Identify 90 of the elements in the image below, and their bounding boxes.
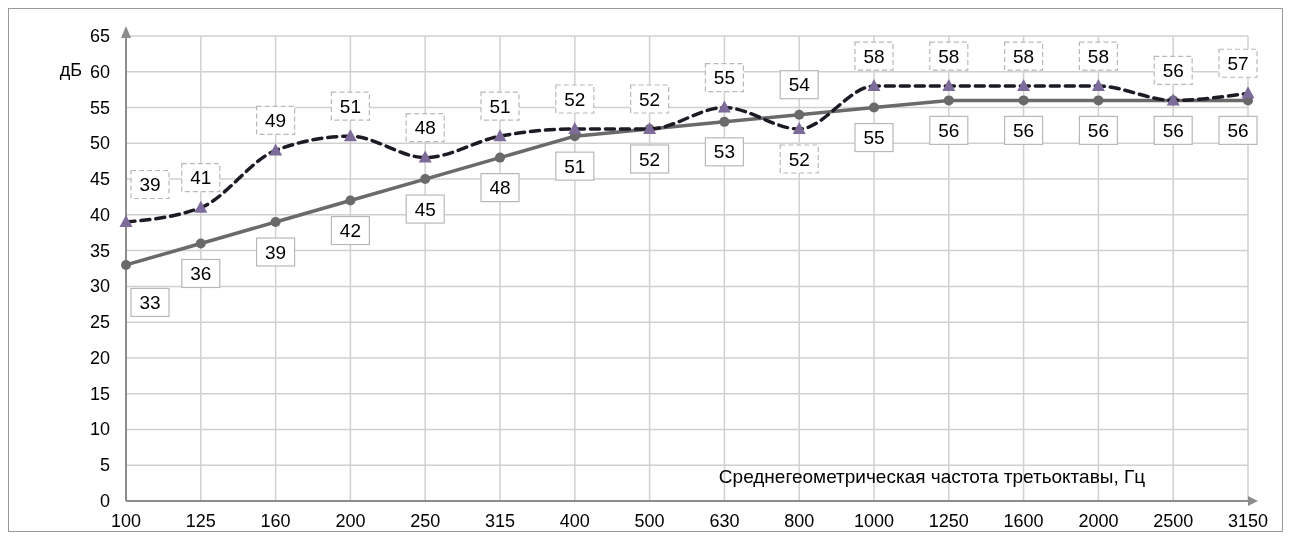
point [1093,95,1104,106]
data-label: 51 [564,155,586,177]
x-tick-label: 1600 [1003,511,1044,531]
data-label: 56 [1087,119,1109,141]
data-label: 52 [639,88,661,110]
x-tick-label: 100 [110,511,142,531]
data-label: 53 [713,141,735,163]
point [121,259,131,270]
point [418,150,432,163]
data-label: 56 [1013,119,1035,141]
x-tick-label: 400 [559,511,590,531]
data-label: 36 [190,262,212,284]
data-label: 55 [863,127,885,149]
y-tick-label: 20 [89,347,110,368]
data-label: 55 [713,67,735,89]
x-tick-label: 3150 [1227,511,1269,531]
data-label: 33 [139,291,161,313]
data-label: 56 [1162,119,1184,141]
point [269,143,283,156]
data-label: 57 [1227,52,1249,74]
data-label: 52 [788,148,810,170]
data-label: 58 [1087,45,1109,67]
point [345,195,356,206]
data-label: 56 [1162,59,1184,81]
y-tick-label: 65 [89,26,110,46]
point [792,122,806,134]
y-tick-label: 10 [89,419,110,440]
data-label: 48 [414,117,436,139]
data-label: 51 [339,95,361,117]
data-label: 52 [639,148,661,170]
y-tick-label: 60 [89,61,110,82]
x-tick-label: 1000 [853,511,895,531]
point [943,95,954,106]
y-tick-label: 45 [89,169,110,190]
y-axis-title: дБ [59,59,82,80]
x-tick-label: 250 [410,511,441,531]
x-tick-label: 800 [784,511,815,531]
y-tick-label: 25 [89,312,110,333]
point [495,152,505,163]
data-label: 41 [190,167,212,189]
point [719,116,730,127]
point [119,215,133,227]
x-tick-label: 500 [634,511,665,531]
data-label: 42 [339,220,361,242]
y-tick-label: 0 [99,491,110,511]
data-label: 39 [139,174,161,195]
point [869,102,879,113]
data-label: 45 [414,198,436,220]
data-label: 56 [1227,119,1249,141]
point [867,79,881,92]
point [270,217,281,227]
y-tick-label: 30 [89,276,110,297]
point [1017,79,1031,92]
x-tick-label: 160 [260,511,291,531]
x-tick-label: 200 [335,511,366,531]
data-label: 58 [863,45,885,67]
y-tick-label: 15 [89,383,110,404]
point [568,122,582,134]
x-tick-label: 1250 [928,511,969,531]
data-label: 58 [1013,45,1035,67]
y-tick-label: 5 [99,455,110,476]
x-axis-title: Среднегеометрическая частота третьоктавы, Гц [718,465,1146,487]
point [1018,95,1029,106]
x-tick-label: 2000 [1078,511,1119,531]
point [420,174,431,185]
data-label: 39 [265,241,287,263]
point [1241,86,1255,99]
point [942,79,956,92]
point [717,100,731,113]
point [195,238,206,249]
y-tick-label: 40 [89,204,110,225]
data-label: 58 [938,45,960,67]
data-label: 52 [564,88,586,110]
x-tick-label: 630 [709,511,740,531]
y-tick-label: 35 [89,240,110,261]
point [343,129,357,142]
y-tick-label: 50 [89,133,110,154]
data-label: 49 [265,109,287,131]
point [194,200,208,213]
x-tick-label: 315 [484,511,516,531]
data-label: 56 [938,119,960,141]
point [794,109,805,120]
point [1091,79,1105,92]
data-label: 48 [489,177,511,199]
data-label: 51 [489,95,511,117]
x-tick-label: 2500 [1153,511,1194,531]
x-tick-label: 125 [185,511,216,531]
point [493,129,507,142]
data-label: 54 [788,74,811,96]
y-tick-label: 55 [89,97,110,118]
